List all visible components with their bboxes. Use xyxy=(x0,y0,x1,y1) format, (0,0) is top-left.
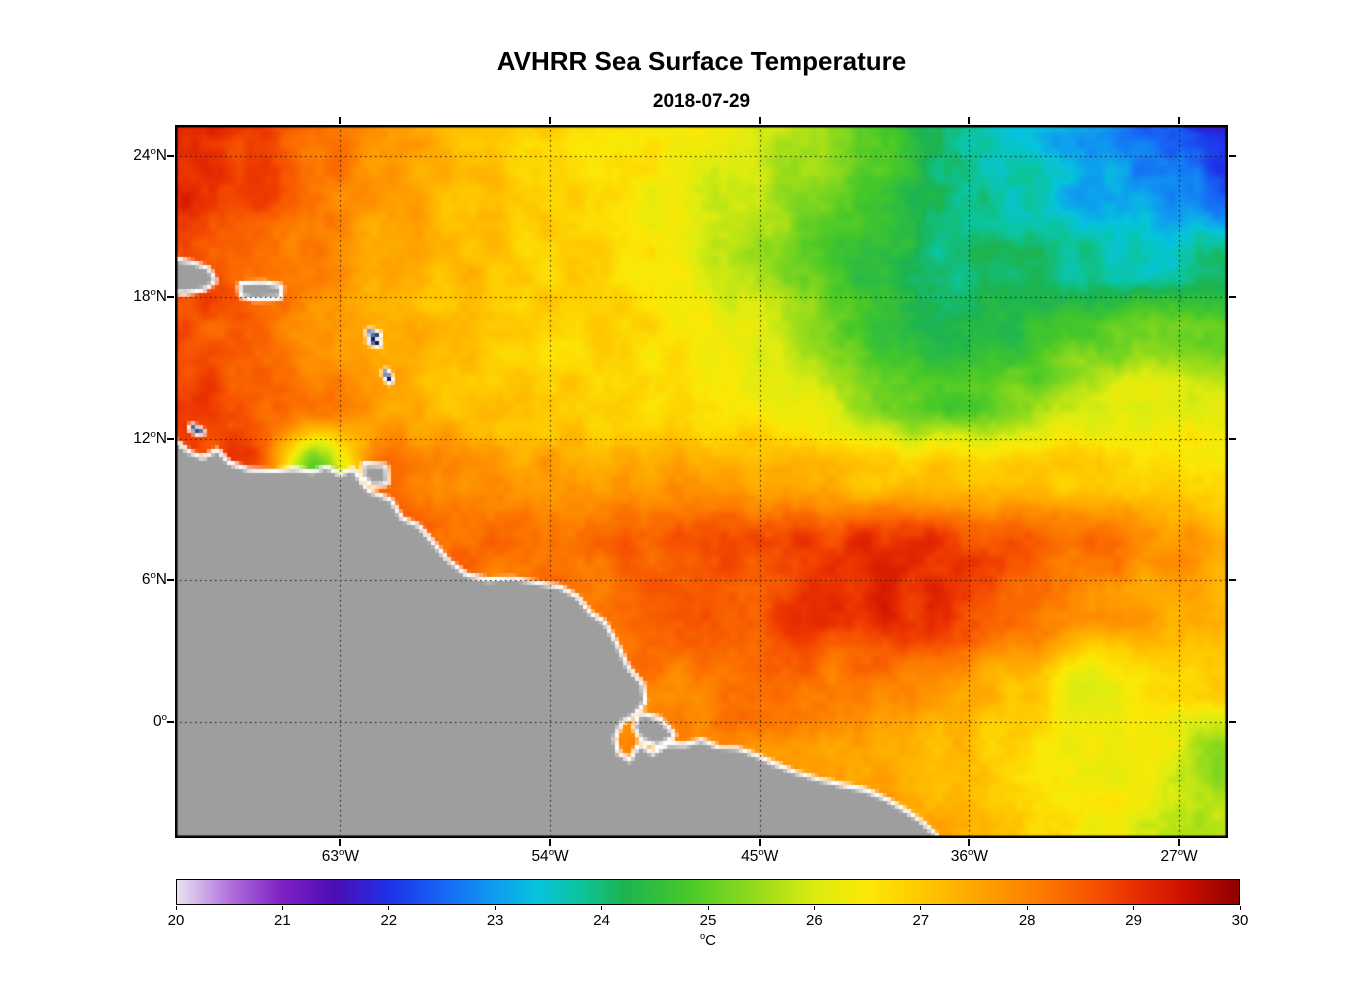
y-tick-mark xyxy=(1229,296,1236,299)
y-tick-label: 6oN xyxy=(141,570,167,589)
colorbar-tick-mark xyxy=(707,906,709,910)
x-tick-mark xyxy=(758,839,761,846)
colorbar-tick-label: 23 xyxy=(486,912,504,929)
colorbar-gradient xyxy=(176,879,1240,905)
colorbar-tick-label: 22 xyxy=(380,912,398,929)
y-tick-mark xyxy=(167,579,174,582)
x-tick-label: 36oW xyxy=(950,847,989,866)
degree-symbol: o xyxy=(699,931,706,941)
colorbar-tick-label: 27 xyxy=(912,912,930,929)
colorbar-unit-label: oC xyxy=(176,931,1240,949)
unit-letter: C xyxy=(705,932,716,949)
colorbar-tick-label: 26 xyxy=(806,912,823,929)
colorbar-tick-mark xyxy=(1133,906,1135,910)
colorbar-tick-label: 20 xyxy=(167,912,185,929)
colorbar-tick-mark xyxy=(388,906,390,910)
sst-map xyxy=(175,125,1228,838)
colorbar-tick-mark xyxy=(281,906,283,910)
x-tick-label: 27oW xyxy=(1160,847,1198,866)
x-tick-mark xyxy=(758,117,761,124)
colorbar-tick-label: 28 xyxy=(1018,912,1036,929)
y-tick-mark xyxy=(1229,579,1236,582)
x-tick-mark xyxy=(968,117,971,124)
colorbar-tick-mark xyxy=(920,906,922,910)
y-tick-label: 24oN xyxy=(133,145,167,164)
y-tick-label: 0o xyxy=(153,711,167,731)
colorbar-tick-mark xyxy=(175,906,177,910)
y-tick-mark xyxy=(1229,437,1236,440)
colorbar-tick-mark xyxy=(1239,906,1241,910)
y-tick-label: 18oN xyxy=(133,287,167,306)
colorbar-tick-mark xyxy=(601,906,603,910)
x-tick-label: 45oW xyxy=(741,847,779,866)
colorbar-tick-label: 21 xyxy=(274,912,291,929)
colorbar-tick-mark xyxy=(494,906,496,910)
colorbar-tick-label: 24 xyxy=(593,912,610,929)
x-tick-mark xyxy=(549,839,552,846)
y-tick-mark xyxy=(1229,154,1236,157)
colorbar-tick-label: 25 xyxy=(699,912,717,929)
y-tick-mark xyxy=(167,720,174,723)
y-tick-mark xyxy=(167,154,174,157)
colorbar-tick-mark xyxy=(1026,906,1028,910)
colorbar-tick-label: 30 xyxy=(1231,912,1249,929)
x-tick-mark xyxy=(1178,839,1181,846)
x-tick-label: 63oW xyxy=(321,847,359,866)
x-tick-label: 54oW xyxy=(531,847,569,866)
chart-date-subtitle: 2018-07-29 xyxy=(652,91,751,112)
y-tick-label: 12oN xyxy=(133,428,167,447)
x-tick-mark xyxy=(968,839,971,846)
x-tick-mark xyxy=(339,117,342,124)
colorbar-tick-label: 29 xyxy=(1125,912,1142,929)
colorbar-tick-mark xyxy=(813,906,815,910)
y-tick-mark xyxy=(167,437,174,440)
x-tick-mark xyxy=(549,117,552,124)
x-tick-mark xyxy=(339,839,342,846)
chart-title: AVHRR Sea Surface Temperature xyxy=(496,46,907,76)
y-tick-mark xyxy=(167,296,174,299)
y-tick-mark xyxy=(1229,720,1236,723)
x-tick-mark xyxy=(1178,117,1181,124)
